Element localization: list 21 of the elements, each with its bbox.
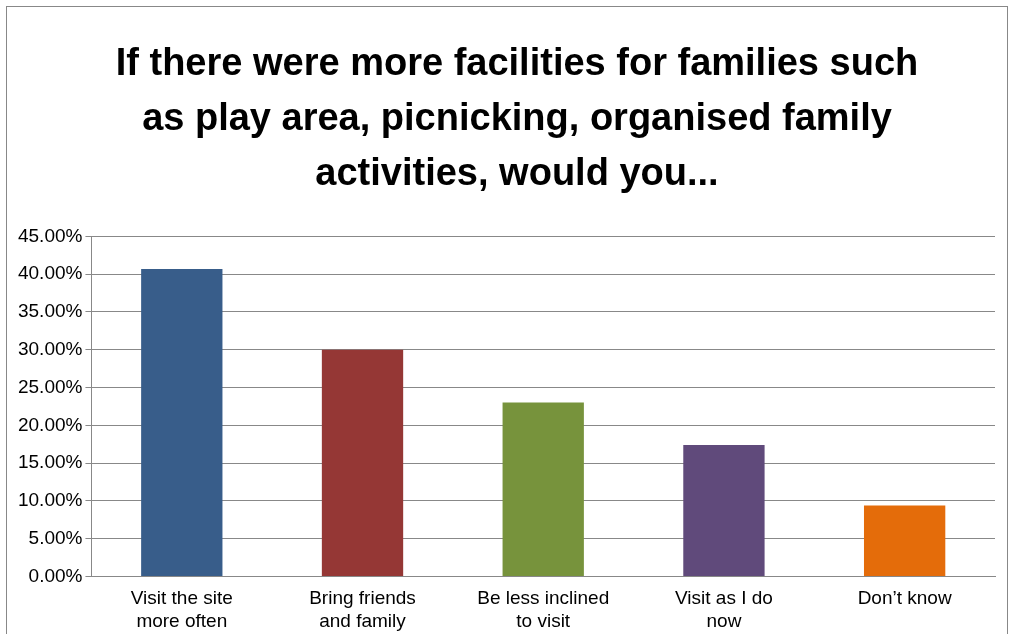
x-tick-label: Be less inclined to visit bbox=[477, 587, 610, 631]
x-tick-label: Visit the site more often bbox=[130, 587, 233, 631]
y-tick-label: 45.00% bbox=[17, 224, 83, 246]
y-tick-label: 25.00% bbox=[17, 375, 83, 397]
y-tick-label: 0.00% bbox=[28, 564, 83, 586]
y-tick-label: 10.00% bbox=[17, 489, 83, 511]
bar bbox=[502, 402, 584, 576]
y-tick-label: 15.00% bbox=[17, 451, 83, 473]
x-tick-label: Don’t know bbox=[857, 587, 952, 609]
y-tick-label: 30.00% bbox=[17, 337, 83, 359]
y-tick-label: 35.00% bbox=[17, 300, 83, 322]
x-tick-label: Visit as I do now bbox=[674, 587, 773, 631]
bar bbox=[863, 505, 946, 576]
y-tick-label: 40.00% bbox=[17, 262, 83, 284]
x-tick-label: Bring friends and family bbox=[309, 587, 416, 631]
bar bbox=[321, 349, 404, 576]
chart-title: If there were more facilities for families such as play area, picnicking, organised family activities, would you... bbox=[114, 40, 920, 195]
y-tick-label: 20.00% bbox=[17, 413, 83, 435]
y-tick-label: 5.00% bbox=[28, 526, 83, 548]
bar bbox=[141, 268, 223, 576]
bar bbox=[683, 444, 765, 576]
